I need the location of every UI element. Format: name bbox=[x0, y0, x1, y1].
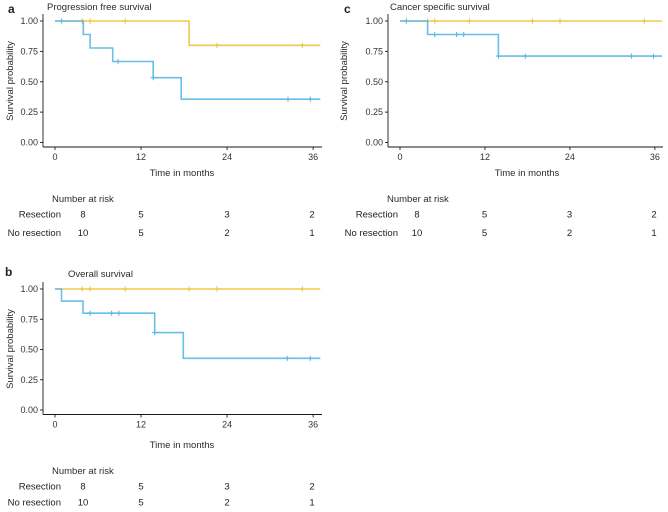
panel-a-ylabel: Survival probability bbox=[5, 41, 16, 121]
risk-value: 5 bbox=[482, 210, 487, 221]
km-curve-no-resection bbox=[400, 20, 662, 57]
panel-c-letter: c bbox=[344, 2, 351, 16]
risk-value: 10 bbox=[78, 498, 89, 509]
risk-value: 1 bbox=[651, 228, 656, 239]
risk-value: 3 bbox=[224, 482, 229, 493]
panel-b-xlabel: Time in months bbox=[150, 440, 215, 451]
risk-value: 5 bbox=[482, 228, 487, 239]
censor-marks-resection bbox=[79, 18, 305, 48]
censor-marks-resection bbox=[79, 286, 305, 292]
panel-b-risk-header: Number at risk bbox=[52, 466, 114, 477]
risk-value: 5 bbox=[138, 482, 143, 493]
y-tick-label: 0.25 bbox=[20, 375, 38, 385]
panel-a-plot: 1.00 0.75 0.50 0.25 0.00 0 12 24 36 bbox=[20, 16, 321, 162]
panel-a-xlabel: Time in months bbox=[150, 168, 215, 179]
y-tick-label: 1.00 bbox=[20, 16, 38, 26]
risk-value: 5 bbox=[138, 228, 143, 239]
censor-marks-no-resection bbox=[58, 18, 313, 102]
y-tick-label: 1.00 bbox=[365, 16, 383, 26]
x-tick-label: 24 bbox=[222, 152, 232, 162]
x-tick-label: 0 bbox=[52, 420, 57, 430]
panel-c-xlabel: Time in months bbox=[495, 168, 560, 179]
y-tick-label: 0.00 bbox=[365, 138, 383, 148]
risk-value: 2 bbox=[309, 210, 314, 221]
risk-row-label: Resection bbox=[356, 210, 398, 221]
panel-c-risk-header: Number at risk bbox=[387, 194, 449, 205]
km-curve-no-resection bbox=[55, 288, 321, 360]
y-tick-label: 0.25 bbox=[20, 107, 38, 117]
risk-value: 3 bbox=[224, 210, 229, 221]
x-tick-label: 12 bbox=[480, 152, 490, 162]
risk-row-label: Resection bbox=[19, 210, 61, 221]
x-tick-label: 12 bbox=[136, 152, 146, 162]
risk-value: 2 bbox=[309, 482, 314, 493]
y-tick-label: 0.50 bbox=[20, 77, 38, 87]
risk-value: 2 bbox=[651, 210, 656, 221]
risk-value: 8 bbox=[80, 482, 85, 493]
censor-marks-no-resection bbox=[403, 18, 657, 59]
x-tick-label: 36 bbox=[650, 152, 660, 162]
panel-b-ylabel: Survival probability bbox=[5, 309, 16, 389]
risk-value: 8 bbox=[414, 210, 419, 221]
x-tick-label: 36 bbox=[308, 420, 318, 430]
risk-value: 1 bbox=[309, 228, 314, 239]
y-tick-label: 0.50 bbox=[20, 345, 38, 355]
y-tick-label: 0.25 bbox=[365, 107, 383, 117]
censor-marks-no-resection bbox=[87, 310, 313, 361]
panel-b-letter: b bbox=[5, 265, 12, 279]
x-tick-label: 36 bbox=[308, 152, 318, 162]
km-curve-no-resection bbox=[55, 20, 321, 100]
risk-value: 5 bbox=[138, 498, 143, 509]
panel-a-title: Progression free survival bbox=[47, 2, 152, 13]
risk-value: 8 bbox=[80, 210, 85, 221]
risk-value: 10 bbox=[412, 228, 423, 239]
risk-value: 5 bbox=[138, 210, 143, 221]
panel-a-letter: a bbox=[8, 2, 15, 16]
panel-b-plot: 1.00 0.75 0.50 0.25 0.00 0 12 24 36 bbox=[20, 284, 321, 430]
y-tick-label: 0.50 bbox=[365, 77, 383, 87]
panel-b-risk-table: Resection 8 5 3 2 No resection 10 5 2 1 bbox=[8, 482, 315, 509]
km-curve-resection bbox=[55, 20, 321, 47]
risk-value: 2 bbox=[224, 498, 229, 509]
x-tick-label: 0 bbox=[397, 152, 402, 162]
y-tick-label: 0.00 bbox=[20, 405, 38, 415]
risk-value: 2 bbox=[567, 228, 572, 239]
x-tick-label: 12 bbox=[136, 420, 146, 430]
risk-row-label: No resection bbox=[8, 498, 61, 509]
risk-value: 2 bbox=[224, 228, 229, 239]
risk-value: 1 bbox=[309, 498, 314, 509]
y-tick-label: 0.75 bbox=[20, 46, 38, 56]
y-tick-label: 1.00 bbox=[20, 284, 38, 294]
x-tick-label: 0 bbox=[52, 152, 57, 162]
panel-c-ylabel: Survival probability bbox=[339, 41, 350, 121]
y-tick-label: 0.00 bbox=[20, 138, 38, 148]
risk-value: 10 bbox=[78, 228, 89, 239]
panel-a-risk-table: Resection 8 5 3 2 No resection 10 5 2 1 bbox=[8, 210, 315, 240]
y-tick-label: 0.75 bbox=[20, 314, 38, 324]
panel-c-risk-table: Resection 8 5 3 2 No resection 10 5 2 1 bbox=[345, 210, 657, 240]
risk-row-label: No resection bbox=[8, 228, 61, 239]
panel-c-plot: 1.00 0.75 0.50 0.25 0.00 0 12 24 36 bbox=[365, 16, 662, 162]
risk-value: 3 bbox=[567, 210, 572, 221]
panel-a-risk-header: Number at risk bbox=[52, 194, 114, 205]
x-tick-label: 24 bbox=[222, 420, 232, 430]
x-tick-label: 24 bbox=[565, 152, 575, 162]
risk-row-label: Resection bbox=[19, 482, 61, 493]
y-tick-label: 0.75 bbox=[365, 46, 383, 56]
risk-row-label: No resection bbox=[345, 228, 398, 239]
panel-b-title: Overall survival bbox=[68, 269, 133, 280]
panel-c-title: Cancer specific survival bbox=[390, 2, 490, 13]
